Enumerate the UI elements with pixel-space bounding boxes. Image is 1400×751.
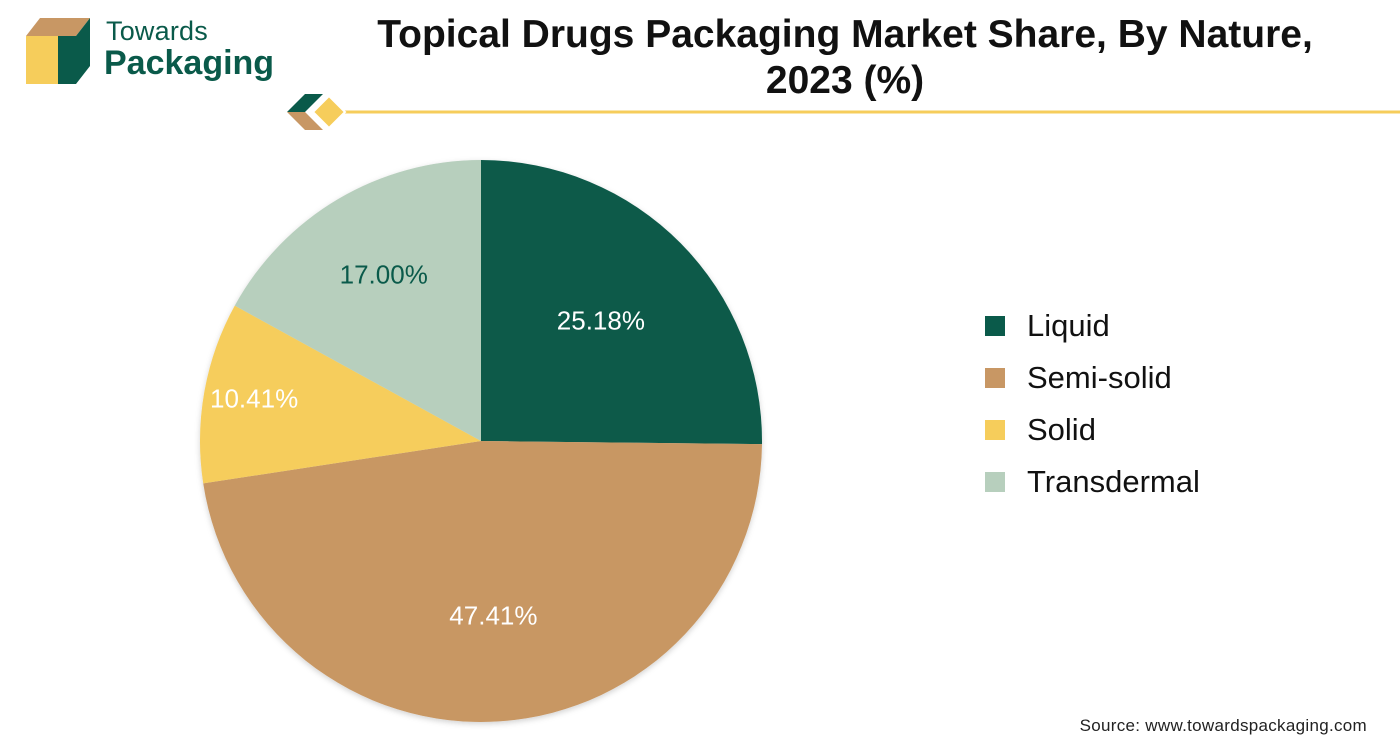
legend-swatch [985,316,1005,336]
chart-legend: Liquid Semi-solid Solid Transdermal [985,300,1200,508]
legend-item-solid: Solid [985,404,1200,456]
chart-title: Topical Drugs Packaging Market Share, By… [377,13,1313,102]
divider-diamond-green-icon [287,94,323,112]
legend-label: Semi-solid [1027,360,1172,395]
data-label-liquid: 25.18% [557,305,645,335]
brand-name-line1: Towards [106,16,208,46]
brand-logo: Towards Packaging [22,14,282,88]
divider-diamond-yellow-icon [311,94,347,130]
brand-name-line2: Packaging [104,44,275,82]
data-label-transdermal: 17.00% [340,259,428,289]
legend-swatch [985,472,1005,492]
legend-label: Transdermal [1027,464,1200,499]
title-divider [287,94,1400,130]
data-label-semi-solid: 47.41% [449,600,537,630]
box-logo-icon [26,18,90,84]
legend-label: Liquid [1027,308,1110,343]
pie-slice-semi-solid [203,441,762,723]
legend-swatch [985,420,1005,440]
legend-label: Solid [1027,412,1096,447]
pie-slice-liquid [481,160,762,445]
data-label-solid: 10.41% [210,384,298,414]
divider-diamond-tan-icon [287,112,323,130]
pie-slice-solid [200,305,482,484]
pie-slice-transdermal [234,160,481,441]
legend-item-liquid: Liquid [985,300,1200,352]
legend-swatch [985,368,1005,388]
legend-item-semi-solid: Semi-solid [985,352,1200,404]
source-note: Source: www.towardspackaging.com [1079,716,1367,735]
legend-item-transdermal: Transdermal [985,456,1200,508]
